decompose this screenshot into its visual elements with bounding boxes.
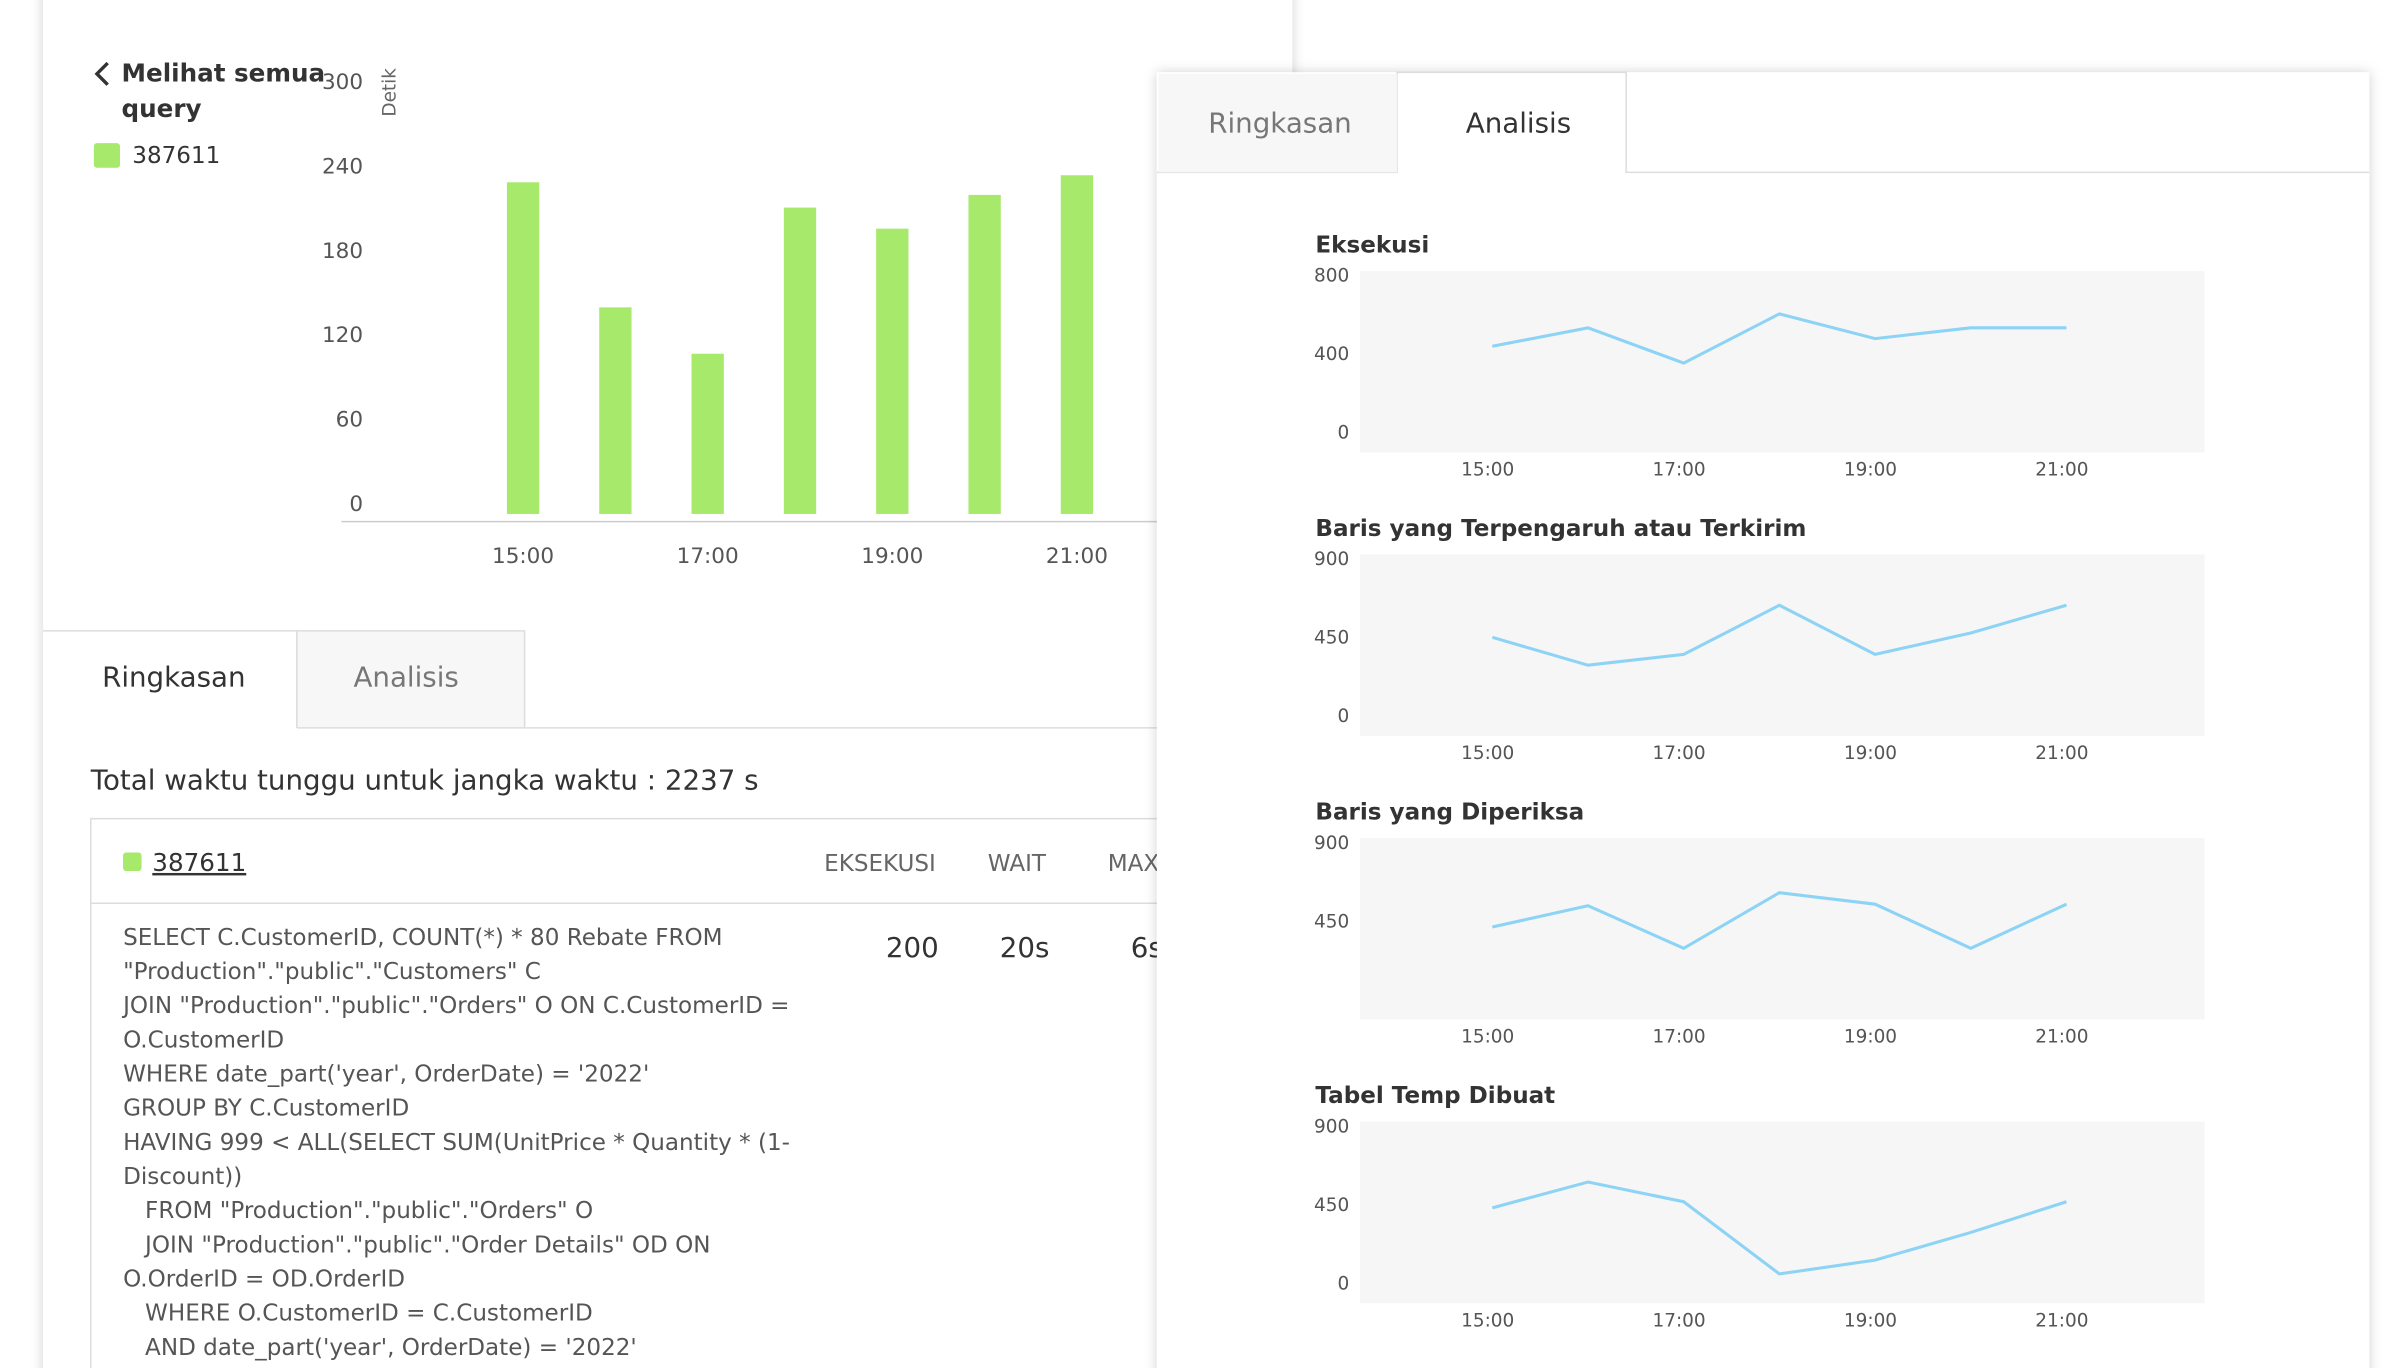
x-tick-label: 17:00 (1652, 1027, 1705, 1048)
line (1491, 1180, 2067, 1276)
col-header: EKSEKUSI (824, 851, 936, 877)
sql-line: Discount)) (123, 1164, 242, 1190)
cell: 20s (1000, 931, 1050, 964)
y-tick-label: 900 (1314, 1116, 1349, 1137)
x-tick-label: 17:00 (1652, 743, 1705, 764)
col-header: WAIT (988, 851, 1047, 877)
x-tick-label: 21:00 (2035, 1310, 2088, 1331)
chart-title: Baris yang Terpengaruh atau Terkirim (1315, 516, 1806, 542)
y-tick-label: 0 (349, 492, 363, 517)
sql-line: "Production"."public"."Customers" C (123, 959, 541, 985)
charts: Eksekusi 0 400 800 15:00 17:00 19:00 21:00 Baris… (1314, 232, 2205, 1331)
bar (783, 207, 817, 514)
tab[interactable]: Ringkasan (102, 660, 245, 693)
y-tick-label: 0 (1337, 423, 1349, 444)
bar (876, 228, 909, 514)
y-tick-label: 900 (1314, 549, 1349, 570)
x-tick-label: 21:00 (2035, 743, 2088, 764)
sql-line: AND date_part('year', OrderDate) = '2022… (123, 1335, 637, 1361)
x-tick-label: 19:00 (1844, 1310, 1897, 1331)
chart-title: Tabel Temp Dibuat (1315, 1083, 1555, 1109)
y-tick-label: 900 (1314, 833, 1349, 854)
legend-label: 387611 (132, 143, 220, 169)
x-tick-label: 19:00 (861, 544, 923, 569)
sql-line: O.CustomerID (123, 1027, 284, 1053)
sql: SELECT C.CustomerID, COUNT(*) * 80 Rebat… (121, 925, 790, 1361)
line (1491, 603, 2067, 667)
back-icon[interactable] (94, 61, 109, 86)
x-tick-label: 21:00 (2035, 459, 2088, 480)
sql-line: WHERE date_part('year', OrderDate) = '20… (123, 1061, 649, 1087)
tabs: Ringkasan Analisis (43, 630, 1170, 729)
line (1491, 891, 2068, 951)
y-tick-label: 180 (322, 239, 363, 264)
x-tick-label: 15:00 (492, 544, 554, 569)
y-tick-label: 450 (1314, 1195, 1349, 1216)
charts: 387611 0 60 120 180 240 300 Detik 15:00 17:00 19:0… (93, 68, 1170, 569)
col-header: MAX (1108, 851, 1160, 877)
sql-line: WHERE O.CustomerID = C.CustomerID (123, 1301, 593, 1327)
x-tick-label: 17:00 (677, 544, 739, 569)
y-tick-label: 400 (1314, 344, 1349, 365)
y-tick-label: 800 (1314, 266, 1349, 287)
legend-swatch (93, 143, 120, 168)
y-tick-label: 0 (1337, 706, 1349, 727)
bar (968, 194, 1001, 514)
tab[interactable]: Analisis (353, 660, 458, 693)
query-id[interactable]: 387611 (152, 848, 246, 877)
summary-title: Total waktu tunggu untuk jangka waktu : … (90, 763, 759, 796)
tab-border (296, 630, 1170, 729)
tab[interactable]: Analisis (1466, 106, 1571, 139)
x-tick-label: 21:00 (2035, 1027, 2088, 1048)
sql-line: JOIN "Production"."public"."Orders" O ON… (121, 993, 789, 1019)
x-tick-label: 19:00 (1844, 459, 1897, 480)
y-tick-label: 120 (322, 323, 363, 348)
bar (599, 307, 632, 514)
bar (506, 182, 540, 514)
x-tick-label: 15:00 (1461, 459, 1514, 480)
x-tick-label: 21:00 (1046, 544, 1108, 569)
back-link[interactable]: Melihat semua (122, 59, 326, 88)
chart-title: Baris yang Diperiksa (1315, 800, 1584, 826)
plot-area (1360, 838, 2205, 1020)
tab-bg (1158, 73, 1397, 173)
x-tick-label: 19:00 (1844, 1027, 1897, 1048)
x-tick-label: 19:00 (1844, 743, 1897, 764)
back-link[interactable]: query (122, 94, 202, 123)
y-axis-label: Detik (379, 68, 400, 117)
cell: 200 (886, 931, 939, 964)
sql-line: FROM "Production"."public"."Orders" O (123, 1198, 593, 1224)
plot-area (1360, 1121, 2205, 1304)
y-tick-label: 240 (322, 155, 363, 180)
x-tick-label: 17:00 (1652, 1310, 1705, 1331)
y-tick-label: 450 (1314, 911, 1349, 932)
tab[interactable]: Ringkasan (1208, 106, 1351, 139)
x-tick-label: 15:00 (1461, 1310, 1514, 1331)
plot-area (1360, 554, 2205, 737)
sql-line: GROUP BY C.CustomerID (123, 1096, 409, 1122)
sql-line: HAVING 999 < ALL(SELECT SUM(UnitPrice * … (123, 1130, 790, 1156)
chart-title: Eksekusi (1315, 232, 1429, 258)
y-tick-label: 0 (1337, 1273, 1349, 1294)
line (1492, 312, 2067, 365)
x-tick-label: 15:00 (1461, 1027, 1514, 1048)
sql-line: JOIN "Production"."public"."Order Detail… (123, 1232, 710, 1258)
x-tick-label: 15:00 (1461, 743, 1514, 764)
y-tick-label: 300 (322, 70, 363, 95)
sql-line: O.OrderID = OD.OrderID (123, 1266, 405, 1292)
table (90, 817, 1261, 1372)
x-tick-label: 17:00 (1652, 459, 1705, 480)
bar (1060, 175, 1094, 514)
bar (691, 353, 724, 514)
y-tick-label: 450 (1314, 628, 1349, 649)
swatch (123, 852, 142, 871)
y-tick-label: 60 (336, 408, 363, 433)
sql-line: SELECT C.CustomerID, COUNT(*) * 80 Rebat… (123, 925, 722, 951)
plot-area (1360, 270, 2205, 453)
